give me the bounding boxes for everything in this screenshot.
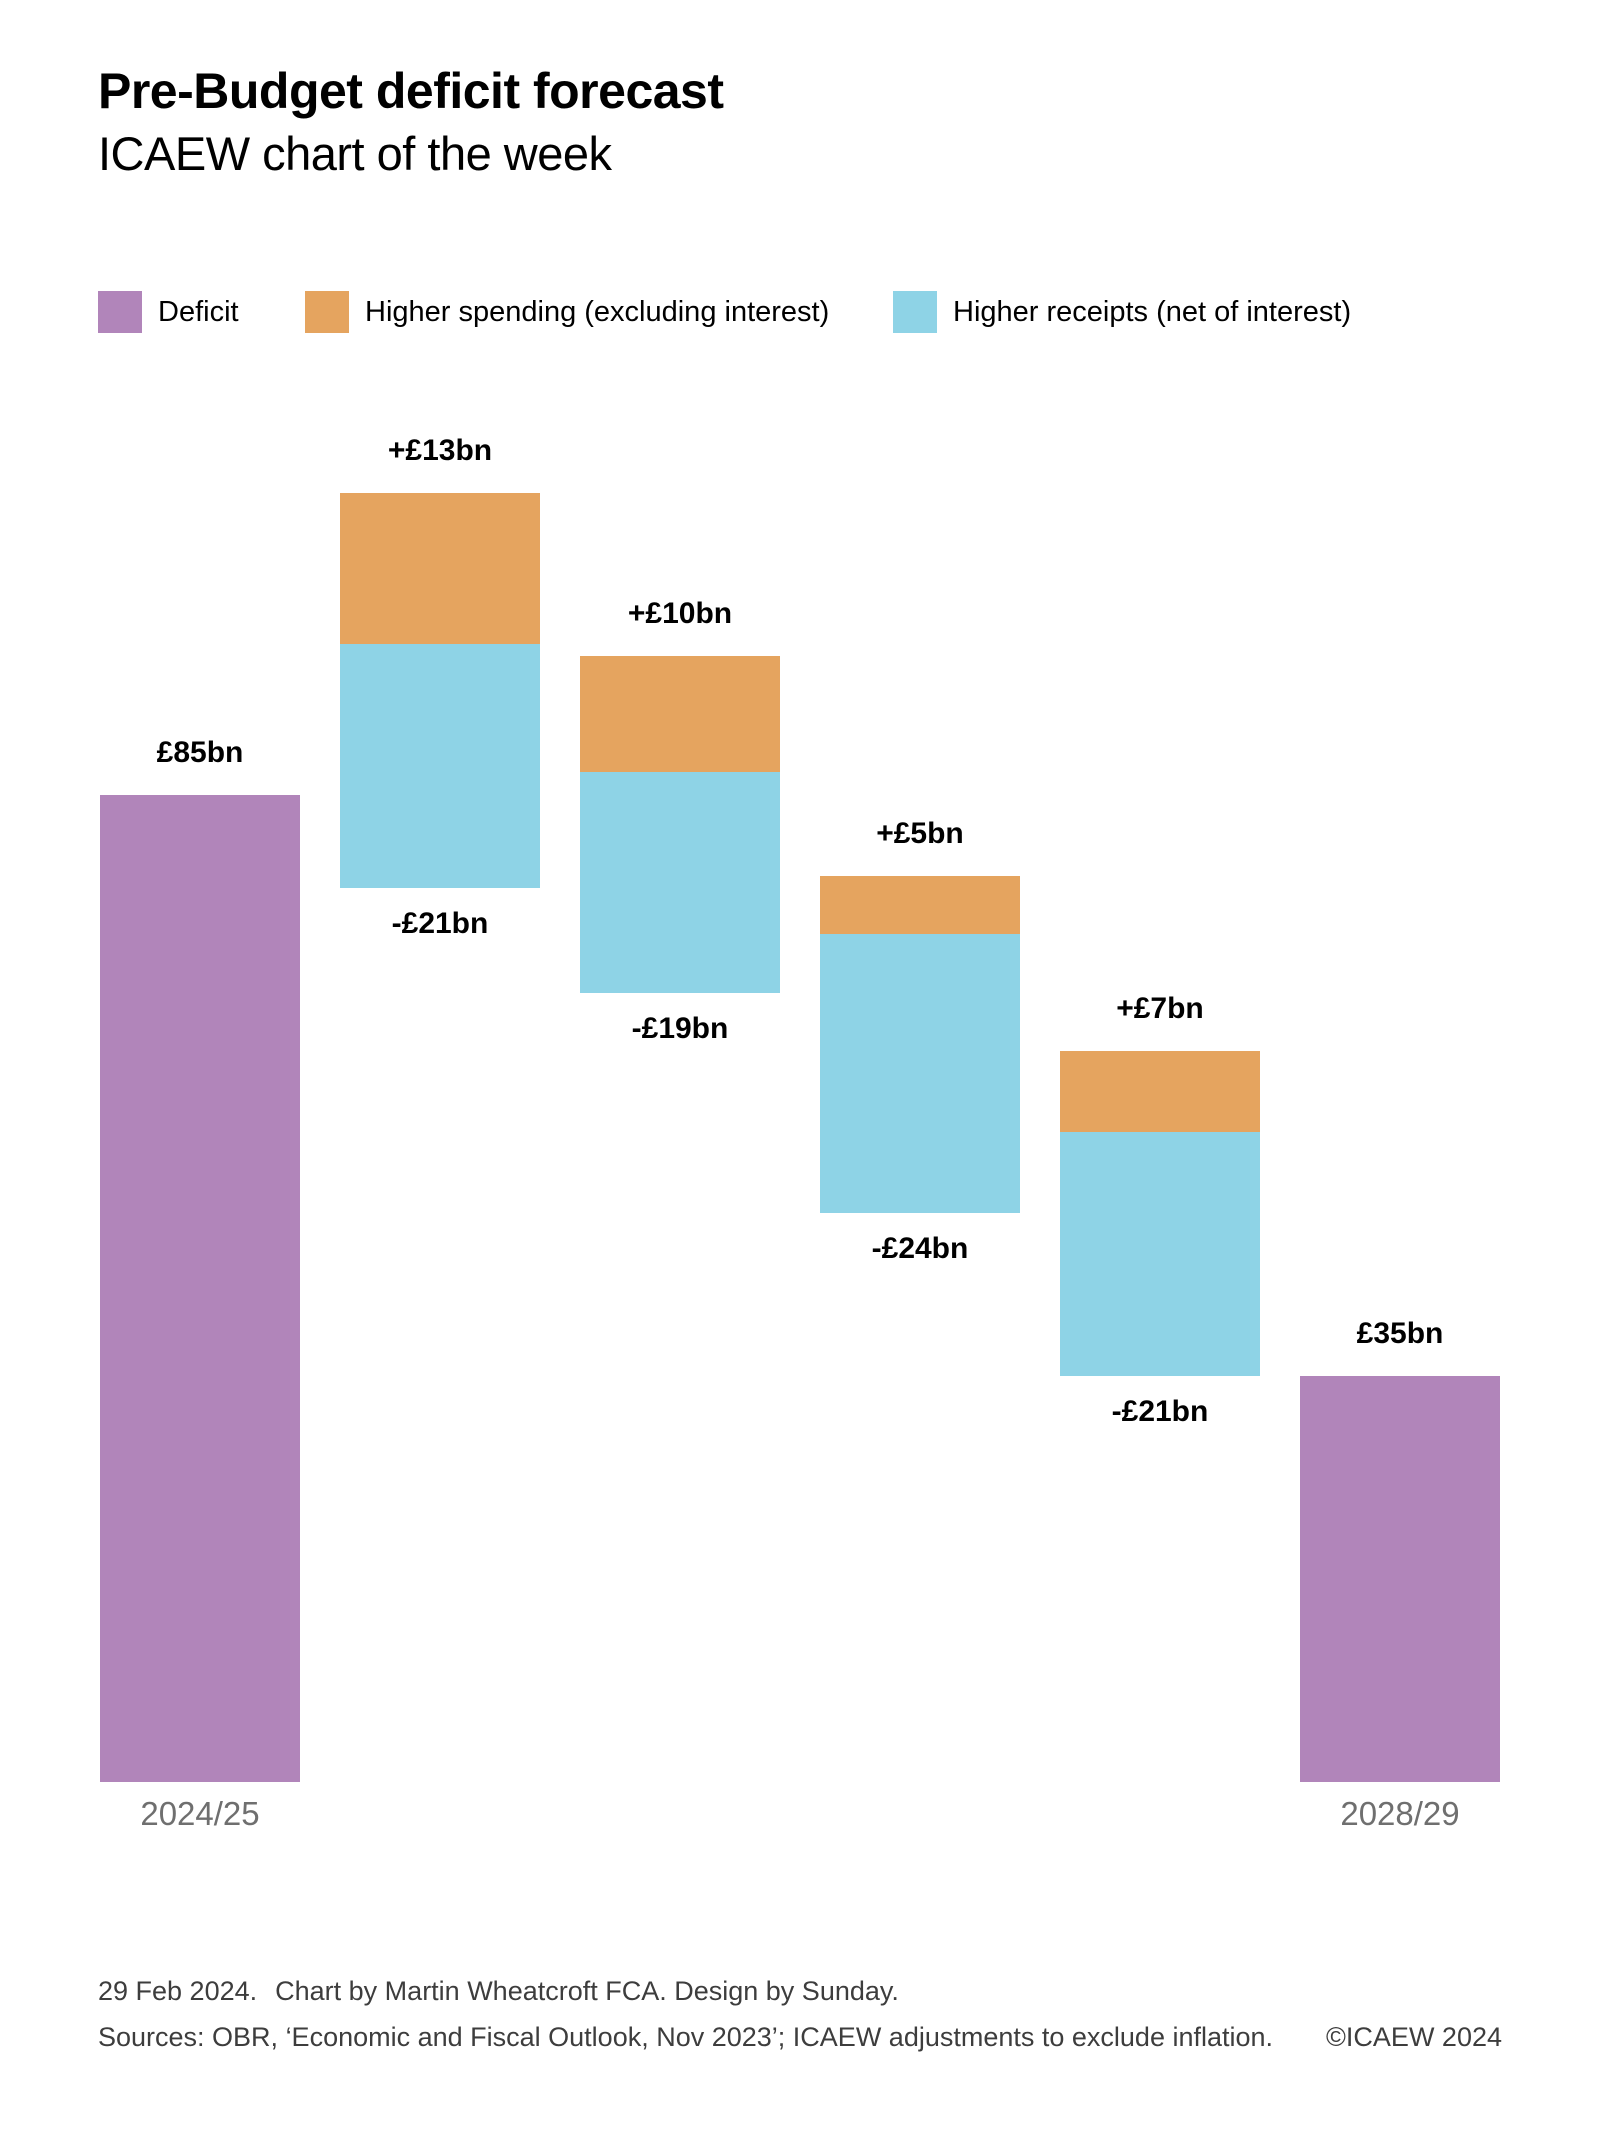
increase-label: +£10bn xyxy=(627,597,733,630)
decrease-label: -£21bn xyxy=(391,907,489,940)
legend-swatch-receipts xyxy=(893,291,937,333)
footer-copyright: ©ICAEW 2024 xyxy=(1326,2022,1502,2052)
spending-segment xyxy=(820,876,1020,934)
spending-segment xyxy=(580,656,780,772)
deficit-bar xyxy=(1300,1376,1500,1782)
legend-label-receipts: Higher receipts (net of interest) xyxy=(953,295,1352,328)
legend-item-receipts: Higher receipts (net of interest) xyxy=(893,290,1351,334)
legend-item-deficit: Deficit xyxy=(98,290,239,334)
receipts-segment xyxy=(340,644,540,888)
decrease-label: -£19bn xyxy=(631,1012,729,1045)
deficit-bar xyxy=(100,795,300,1782)
increase-label: +£13bn xyxy=(387,434,493,467)
increase-label: +£5bn xyxy=(876,817,964,850)
legend-swatch-deficit xyxy=(98,291,142,333)
page-title: Pre-Budget deficit forecast xyxy=(98,63,724,119)
receipts-segment xyxy=(580,772,780,993)
legend-label-deficit: Deficit xyxy=(158,295,239,328)
decrease-label: -£24bn xyxy=(871,1232,969,1265)
footer-sources: Sources: OBR, ‘Economic and Fiscal Outlo… xyxy=(98,2022,1274,2052)
footer-date: 29 Feb 2024. xyxy=(98,1976,258,2006)
bar-value-label: £35bn xyxy=(1356,1317,1444,1350)
footer-credit: Chart by Martin Wheatcroft FCA. Design b… xyxy=(275,1976,899,2006)
decrease-label: -£21bn xyxy=(1111,1395,1209,1428)
spending-segment xyxy=(1060,1051,1260,1132)
receipts-segment xyxy=(820,934,1020,1213)
page-subtitle: ICAEW chart of the week xyxy=(98,127,612,180)
footer-sources-line: Sources: OBR, ‘Economic and Fiscal Outlo… xyxy=(98,2022,1502,2053)
receipts-segment xyxy=(1060,1132,1260,1376)
footer-credit-line: 29 Feb 2024. Chart by Martin Wheatcroft F… xyxy=(98,1976,899,2007)
spending-segment xyxy=(340,493,540,644)
legend-swatch-spending xyxy=(305,291,349,333)
bar-value-label: £85bn xyxy=(156,736,244,769)
increase-label: +£7bn xyxy=(1116,992,1204,1025)
x-axis-label: 2024/25 xyxy=(140,1795,260,1832)
legend-label-spending: Higher spending (excluding interest) xyxy=(365,295,830,328)
legend-item-spending: Higher spending (excluding interest) xyxy=(305,290,829,334)
x-axis-label: 2028/29 xyxy=(1340,1795,1460,1832)
